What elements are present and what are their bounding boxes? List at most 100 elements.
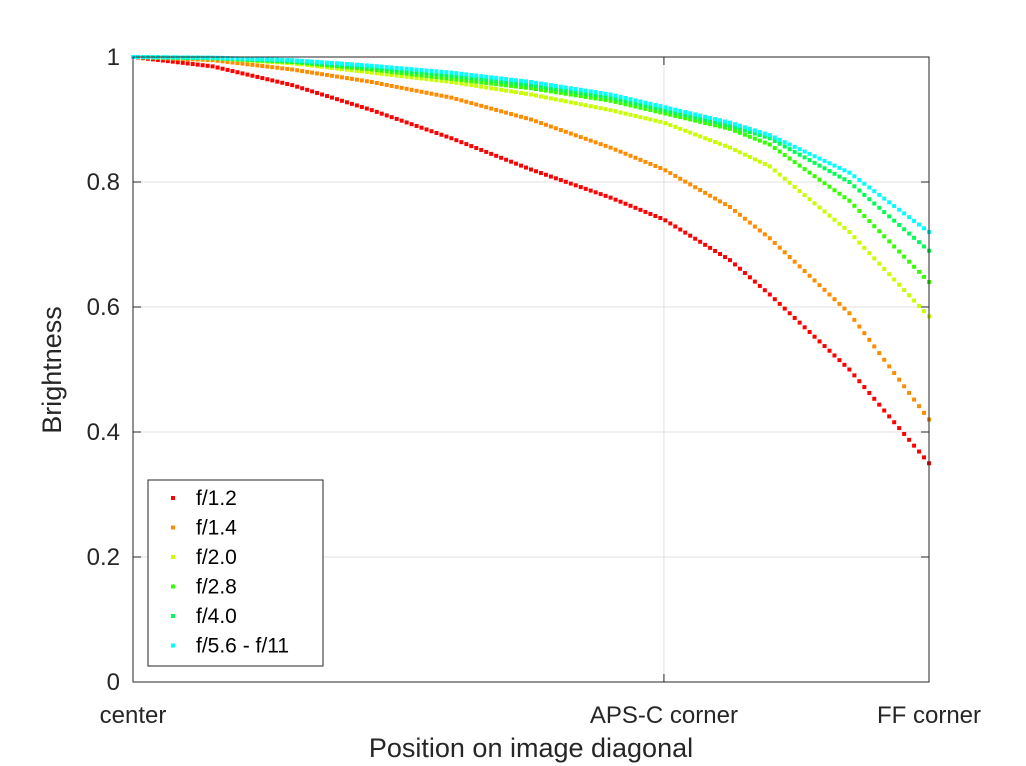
- data-point: [832, 297, 837, 302]
- data-point: [703, 120, 708, 125]
- data-point: [668, 123, 673, 128]
- data-point: [917, 303, 922, 308]
- data-point: [334, 66, 339, 71]
- y-tick-label: 0.2: [87, 544, 120, 571]
- data-point: [583, 186, 588, 191]
- data-point: [568, 86, 573, 91]
- data-point: [787, 142, 792, 147]
- data-point: [857, 324, 862, 329]
- legend-label: f/2.0: [196, 546, 237, 569]
- data-point: [295, 58, 300, 63]
- data-point: [275, 65, 280, 70]
- data-point: [364, 70, 369, 75]
- data-point: [922, 274, 927, 279]
- data-point: [389, 72, 394, 77]
- data-point: [275, 79, 280, 84]
- data-point: [354, 77, 359, 82]
- data-point: [713, 120, 718, 125]
- data-point: [504, 110, 509, 115]
- data-point: [568, 100, 573, 105]
- data-point: [409, 87, 414, 92]
- data-point: [394, 65, 399, 70]
- data-point: [474, 73, 479, 78]
- data-point: [379, 64, 384, 69]
- data-point: [369, 80, 374, 84]
- data-point: [613, 96, 618, 101]
- data-point: [509, 83, 514, 88]
- data-point: [698, 188, 703, 193]
- data-point: [280, 57, 285, 62]
- data-point: [543, 172, 548, 177]
- data-point: [573, 87, 578, 92]
- data-point: [892, 420, 897, 425]
- data-point: [558, 128, 563, 133]
- data-point: [678, 227, 683, 232]
- data-point: [837, 301, 842, 306]
- data-point: [832, 217, 837, 222]
- data-point: [787, 255, 792, 259]
- data-point: [538, 94, 543, 99]
- data-point: [444, 76, 449, 81]
- data-point: [529, 167, 533, 172]
- x-tick-label: FF corner: [877, 702, 981, 729]
- data-point: [439, 72, 444, 77]
- data-point: [867, 185, 872, 190]
- data-point: [240, 71, 245, 76]
- data-point: [598, 142, 603, 147]
- data-point: [394, 116, 399, 121]
- data-point: [444, 73, 449, 78]
- data-point: [902, 227, 907, 232]
- data-point: [265, 77, 270, 82]
- data-point: [553, 87, 558, 92]
- data-point: [484, 149, 489, 154]
- data-point: [742, 125, 747, 130]
- data-point: [349, 101, 354, 106]
- data-point: [633, 205, 638, 210]
- data-point: [603, 97, 608, 102]
- data-point: [902, 254, 907, 259]
- data-point: [747, 126, 752, 131]
- legend-label: f/1.4: [196, 517, 237, 540]
- data-point: [344, 100, 349, 105]
- data-point: [782, 153, 787, 158]
- data-point: [404, 120, 409, 125]
- data-point: [424, 77, 429, 82]
- data-point: [613, 147, 618, 152]
- data-point: [484, 77, 489, 82]
- data-point: [404, 86, 409, 91]
- data-point: [344, 76, 349, 81]
- data-point: [583, 94, 588, 99]
- data-point: [429, 71, 434, 76]
- data-point: [703, 114, 708, 119]
- data-point: [907, 293, 912, 298]
- data-point: [812, 160, 817, 165]
- data-point: [792, 160, 797, 165]
- data-point: [608, 195, 613, 200]
- data-point: [434, 78, 439, 83]
- data-point: [593, 93, 598, 98]
- data-point: [663, 218, 668, 223]
- data-point: [359, 69, 364, 74]
- data-point: [797, 264, 802, 269]
- data-point: [917, 222, 922, 227]
- data-point: [290, 67, 295, 72]
- data-point: [563, 91, 568, 96]
- data-point: [877, 205, 882, 210]
- data-point: [290, 58, 295, 63]
- data-point: [349, 62, 354, 67]
- data-point: [414, 88, 419, 93]
- data-point: [638, 102, 643, 107]
- data-point: [424, 68, 429, 73]
- data-point: [857, 188, 862, 193]
- data-point: [708, 122, 713, 127]
- data-point: [837, 165, 842, 170]
- y-tick-label: 0: [107, 669, 120, 696]
- data-point: [887, 214, 892, 219]
- data-point: [439, 69, 444, 74]
- data-point: [434, 69, 439, 74]
- data-point: [713, 123, 718, 128]
- data-point: [877, 261, 882, 266]
- data-point: [548, 174, 553, 179]
- data-point: [723, 202, 728, 207]
- data-point: [330, 95, 334, 100]
